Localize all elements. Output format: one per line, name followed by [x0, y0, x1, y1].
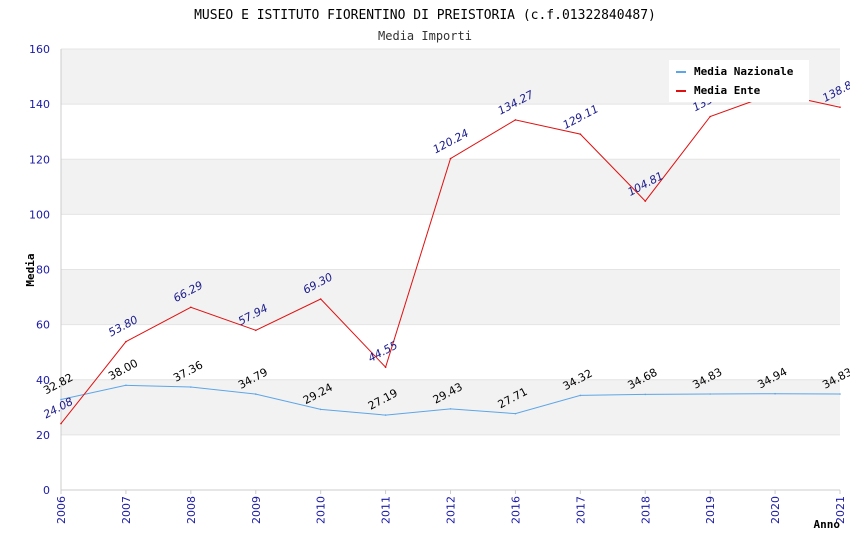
data-point — [579, 394, 582, 397]
data-point — [514, 119, 517, 121]
y-tick-label: 100 — [29, 208, 50, 221]
y-tick-label: 40 — [36, 374, 50, 387]
data-point — [644, 393, 647, 396]
x-tick-label: 2009 — [250, 496, 263, 524]
data-point — [839, 393, 841, 395]
data-point — [774, 392, 776, 395]
data-point — [190, 306, 192, 309]
data-label: 129.11 — [561, 102, 601, 132]
data-point — [125, 384, 127, 387]
y-tick-label: 60 — [36, 319, 50, 332]
grid-band — [61, 269, 840, 325]
data-point — [384, 414, 387, 416]
x-axis-title: Anno — [814, 518, 841, 531]
y-axis-ticks: 0 20 40 60 80 100 120 140 160 — [29, 43, 50, 497]
grid-band — [61, 379, 840, 435]
x-tick-label: 2012 — [445, 496, 458, 524]
data-point — [319, 298, 322, 300]
x-tick-label: 2019 — [704, 496, 717, 524]
y-tick-label: 140 — [29, 98, 50, 111]
data-point — [254, 393, 257, 395]
data-label: 120.24 — [431, 127, 471, 157]
grid-bands — [61, 49, 840, 435]
legend: Media Nazionale Media Ente — [669, 60, 809, 102]
x-tick-label: 2008 — [185, 496, 198, 524]
x-tick-label: 2021 — [834, 496, 847, 524]
data-point — [514, 412, 517, 415]
data-point — [190, 386, 192, 388]
legend-box — [669, 60, 809, 102]
data-point — [60, 422, 62, 425]
data-point — [839, 106, 841, 108]
data-point — [384, 366, 387, 369]
x-tick-label: 2010 — [315, 496, 328, 524]
legend-label-media-nazionale: Media Nazionale — [694, 65, 794, 78]
data-point — [709, 115, 711, 118]
data-point — [644, 200, 647, 202]
y-tick-label: 0 — [43, 484, 50, 497]
x-tick-label: 2016 — [509, 496, 522, 524]
y-axis-title: Media — [24, 253, 37, 286]
data-point — [60, 398, 62, 401]
data-point — [254, 329, 257, 332]
x-tick-label: 2011 — [380, 496, 393, 524]
y-tick-label: 160 — [29, 43, 50, 56]
x-tick-label: 2007 — [120, 496, 133, 524]
data-point — [449, 408, 452, 410]
x-axis-ticks: 2006 2007 2008 2009 2010 2011 2012 2016 2017 2018… — [55, 490, 847, 524]
grid-band — [61, 159, 840, 215]
data-point — [125, 340, 127, 343]
x-tick-label: 2018 — [639, 496, 652, 524]
y-tick-label: 80 — [36, 264, 50, 277]
y-tick-label: 120 — [29, 153, 50, 166]
legend-label-media-ente: Media Ente — [694, 84, 761, 97]
data-point — [579, 133, 582, 135]
y-tick-label: 20 — [36, 429, 50, 442]
x-tick-label: 2006 — [55, 496, 68, 524]
data-point — [709, 393, 711, 395]
x-tick-label: 2020 — [769, 496, 782, 524]
data-label: 44.55 — [366, 339, 400, 365]
data-point — [449, 157, 452, 160]
data-point — [319, 408, 322, 411]
x-tick-label: 2017 — [574, 496, 587, 524]
chart-title: MUSEO E ISTITUTO FIORENTINO DI PREISTORI… — [194, 8, 656, 23]
chart-subtitle: Media Importi — [378, 29, 472, 43]
